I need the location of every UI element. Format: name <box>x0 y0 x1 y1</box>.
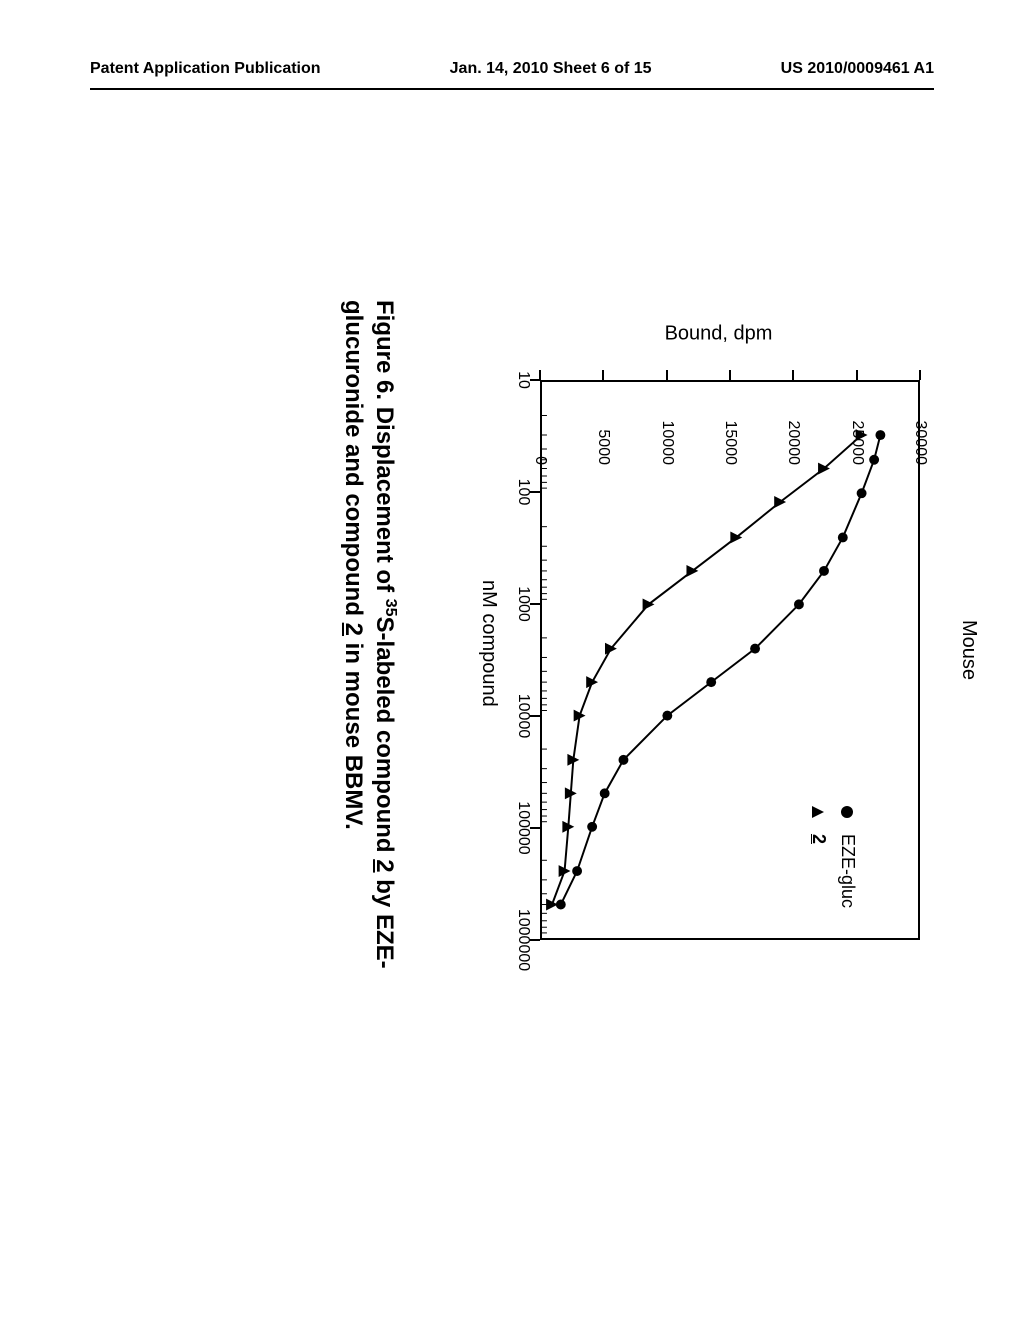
legend-label: 2 <box>808 834 829 844</box>
y-tick-label: 20000 <box>784 405 802 465</box>
caption-t2: S-labeled compound <box>371 617 398 860</box>
y-tick-label: 30000 <box>911 405 929 465</box>
legend: EZE-gluc 2 <box>800 802 858 908</box>
caption-sup: 35 <box>382 599 399 617</box>
legend-item-eze: EZE-gluc <box>837 802 858 908</box>
caption-t0: . Displacement of <box>371 393 398 598</box>
chart-container: Mouse Bound, dpm nM compound EZE-gluc 2 <box>60 260 960 1040</box>
y-tick-label: 0 <box>531 405 549 465</box>
caption-t6: in mouse BBMV. <box>340 636 367 830</box>
header-left: Patent Application Publication <box>90 60 321 78</box>
caption-u2: 2 <box>340 623 367 636</box>
chart-title: Mouse <box>957 620 980 680</box>
y-tick-label: 25000 <box>848 405 866 465</box>
y-tick-label: 5000 <box>594 405 612 465</box>
y-tick-label: 15000 <box>721 405 739 465</box>
y-axis-label: Bound, dpm <box>665 322 773 345</box>
caption-u1: 2 <box>371 859 398 872</box>
header-center: Jan. 14, 2010 Sheet 6 of 15 <box>450 60 652 78</box>
circle-icon <box>838 802 858 822</box>
rotated-figure: Mouse Bound, dpm nM compound EZE-gluc 2 <box>60 260 960 1040</box>
figure-caption: Figure 6. Displacement of 35S-labeled co… <box>338 300 400 1000</box>
header-right: US 2010/0009461 A1 <box>781 60 934 78</box>
legend-item-compound2: 2 <box>808 802 829 908</box>
header-rule <box>90 88 934 90</box>
x-axis-label: nM compound <box>477 580 500 707</box>
triangle-icon <box>809 802 829 822</box>
y-tick-label: 10000 <box>658 405 676 465</box>
patent-page: Patent Application Publication Jan. 14, … <box>0 0 1024 1320</box>
page-header: Patent Application Publication Jan. 14, … <box>0 60 1024 78</box>
chart-svg <box>542 382 918 938</box>
caption-prefix: Figure 6 <box>371 300 398 393</box>
legend-label: EZE-gluc <box>837 834 858 908</box>
